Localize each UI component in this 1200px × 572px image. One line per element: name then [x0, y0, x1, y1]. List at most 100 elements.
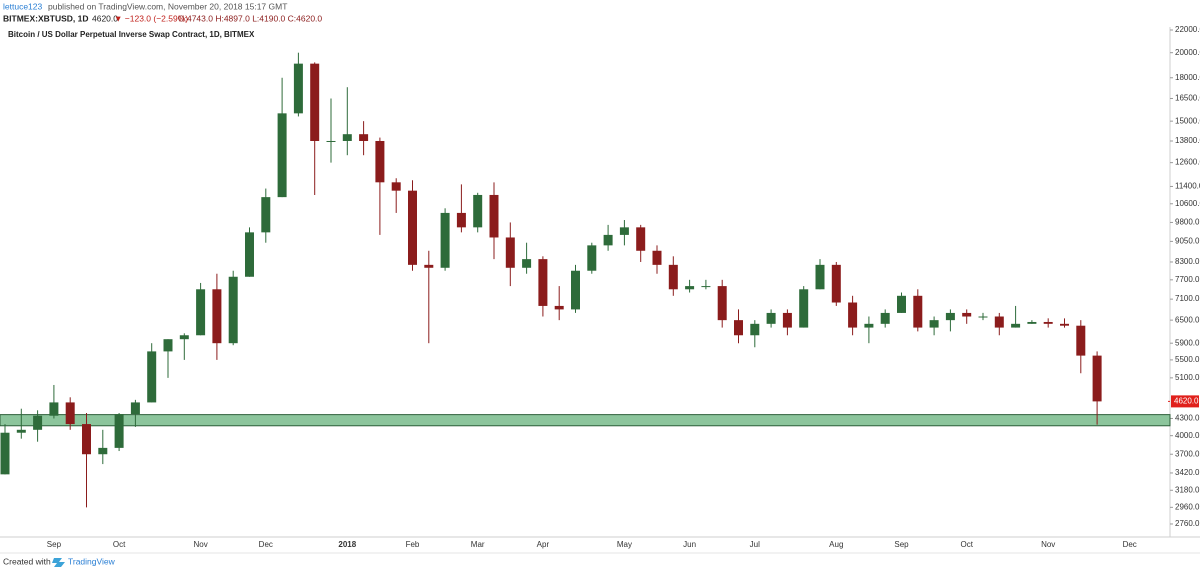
x-tick-label: Dec — [1123, 540, 1137, 549]
candle-body — [65, 402, 75, 425]
y-tick-label: 2760.0 — [1175, 519, 1200, 528]
y-tick-label: 8300.0 — [1175, 257, 1200, 266]
candle-body — [424, 264, 434, 268]
candle-body — [668, 264, 678, 290]
candle-body — [619, 227, 629, 235]
candle-body — [342, 134, 352, 141]
x-tick-label: Nov — [1041, 540, 1055, 549]
candle-body — [571, 270, 580, 310]
candle-body — [864, 323, 874, 328]
candle-body — [587, 245, 597, 271]
y-tick-label: 13800.0 — [1175, 136, 1200, 145]
candle-body — [147, 351, 157, 403]
last-price-label: 4620.0 — [1174, 396, 1199, 405]
candle-body — [962, 312, 972, 317]
candle-body — [554, 305, 564, 310]
candle-body — [114, 414, 124, 448]
x-tick-label: Apr — [537, 540, 550, 549]
candle-body — [212, 289, 222, 344]
candle-body — [978, 316, 988, 318]
candle-body — [994, 316, 1004, 328]
x-tick-label: Aug — [829, 540, 843, 549]
candle-body — [16, 429, 26, 433]
candle-body — [277, 113, 287, 198]
x-tick-label: Oct — [960, 540, 973, 549]
y-tick-label: 22000.0 — [1175, 25, 1200, 34]
candle-body — [701, 286, 711, 288]
y-tick-label: 3180.0 — [1175, 485, 1200, 494]
candle-body — [196, 289, 206, 336]
candle-body — [848, 302, 858, 328]
y-tick-label: 4300.0 — [1175, 414, 1200, 423]
logo-icon — [52, 558, 65, 567]
candle-body — [228, 276, 238, 344]
candle-body — [831, 264, 841, 303]
candle-body — [179, 335, 189, 340]
published: published on TradingView.com, November 2… — [48, 1, 287, 11]
candle-body — [929, 320, 939, 328]
y-tick-label: 9800.0 — [1175, 218, 1200, 227]
candle-body — [636, 227, 646, 251]
x-tick-label: Mar — [471, 540, 485, 549]
x-tick-label: Jul — [750, 540, 760, 549]
x-tick-label: Dec — [259, 540, 273, 549]
candle-body — [1027, 321, 1037, 324]
x-tick-label: Jun — [683, 540, 696, 549]
candle-body — [359, 134, 369, 141]
candle-body — [538, 259, 548, 306]
candle-body — [685, 286, 695, 290]
y-tick-label: 18000.0 — [1175, 73, 1200, 82]
candle-body — [717, 286, 727, 321]
change: ▼ −123.0 (−2.59%) — [114, 13, 188, 23]
price: 4620.0 — [92, 13, 118, 23]
candle-body — [1092, 355, 1102, 402]
candle-body — [310, 63, 320, 141]
candle-body — [1060, 323, 1069, 326]
candle-body — [489, 194, 499, 238]
y-tick-label: 3420.0 — [1175, 468, 1200, 477]
candle-body — [456, 212, 466, 228]
candle-body — [326, 140, 336, 142]
candle-body — [750, 323, 760, 336]
y-tick-label: 9050.0 — [1175, 236, 1200, 245]
y-tick-label: 15000.0 — [1175, 116, 1200, 125]
candle-body — [734, 320, 743, 336]
candle-body — [766, 312, 776, 324]
candle-body — [82, 424, 91, 455]
candle-body — [782, 312, 792, 328]
user[interactable]: lettuce123 — [3, 1, 42, 11]
y-tick-label: 5500.0 — [1175, 355, 1200, 364]
candle-body — [1011, 323, 1021, 328]
y-tick-label: 16500.0 — [1175, 94, 1200, 103]
candle-body — [440, 212, 450, 268]
last-price-box — [1171, 395, 1199, 408]
y-tick-label: 7100.0 — [1175, 294, 1200, 303]
y-tick-label: 6500.0 — [1175, 315, 1200, 324]
x-tick-label: 2018 — [338, 540, 356, 549]
y-tick-label: 3700.0 — [1175, 449, 1200, 458]
y-tick-label: 10600.0 — [1175, 199, 1200, 208]
candle-body — [408, 190, 417, 265]
candle-body — [799, 289, 809, 328]
x-tick-label: Sep — [47, 540, 62, 549]
candle-body — [245, 232, 254, 277]
candle-body — [0, 432, 10, 475]
candle-body — [913, 295, 923, 328]
candle-body — [880, 312, 890, 324]
x-tick-label: May — [617, 540, 632, 549]
candle-body — [1043, 321, 1053, 324]
candle-body — [652, 250, 662, 265]
candle-body — [163, 339, 173, 352]
candle-body — [897, 295, 906, 313]
y-tick-label: 4000.0 — [1175, 431, 1200, 440]
x-tick-label: Feb — [406, 540, 420, 549]
x-tick-label: Oct — [113, 540, 126, 549]
symbol: BITMEX:XBTUSD, 1D — [3, 13, 88, 23]
footer-brand[interactable]: TradingView — [68, 556, 116, 566]
candle-body — [130, 402, 140, 415]
y-tick-label: 2960.0 — [1175, 502, 1200, 511]
candle-body — [1076, 325, 1086, 356]
chart-title: Bitcoin / US Dollar Perpetual Inverse Sw… — [8, 30, 255, 39]
y-tick-label: 12600.0 — [1175, 158, 1200, 167]
